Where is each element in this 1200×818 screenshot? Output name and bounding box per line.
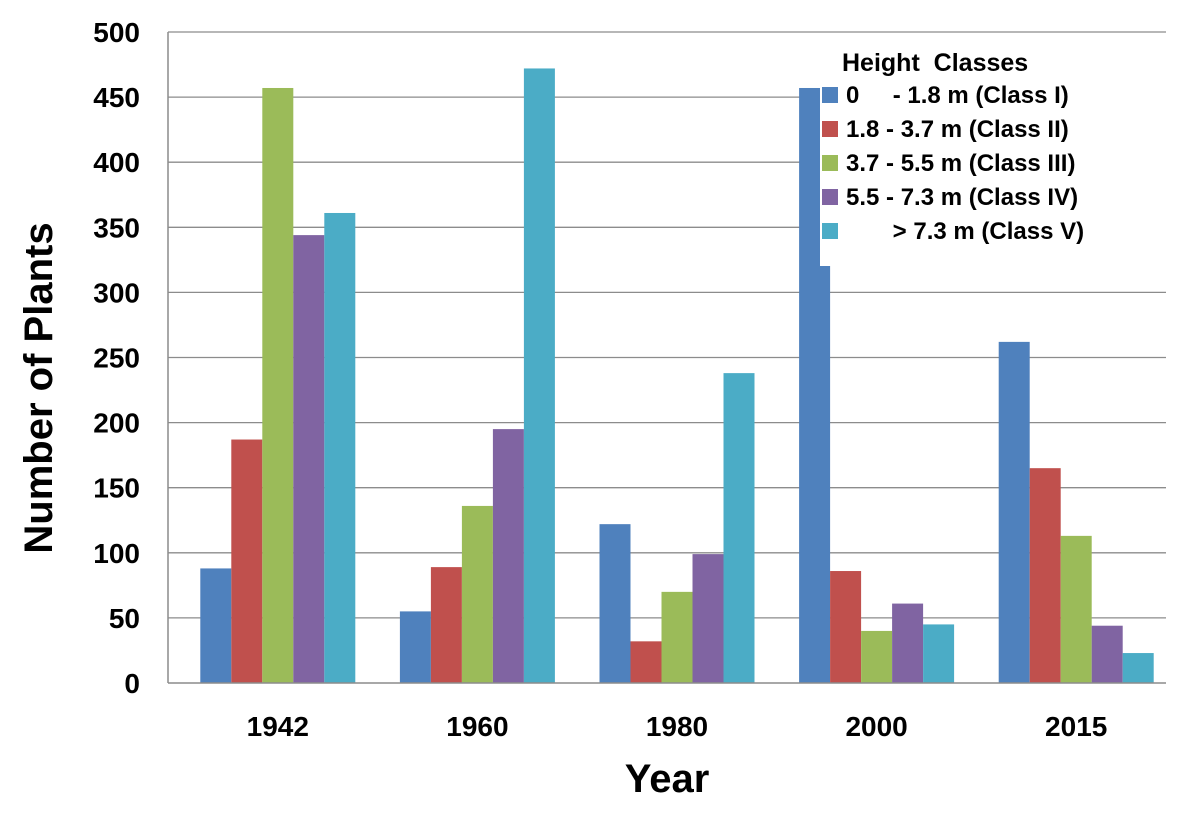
bar — [231, 439, 263, 683]
legend-swatch — [822, 155, 838, 171]
legend-items: 0 - 1.8 m (Class I) 1.8 - 3.7 m (Class II… — [822, 82, 1084, 245]
legend-swatch — [822, 189, 838, 205]
bar — [692, 554, 724, 683]
x-tick-label: 1980 — [646, 711, 708, 742]
bar — [723, 373, 755, 683]
x-tick-label: 2015 — [1045, 711, 1107, 742]
y-tick-label: 500 — [93, 17, 140, 48]
y-tick-label: 250 — [93, 343, 140, 374]
legend-label: 5.5 - 7.3 m (Class IV) — [846, 184, 1078, 211]
bar — [892, 603, 924, 683]
bar — [998, 341, 1030, 683]
bar — [324, 212, 356, 683]
legend: Height Classes 0 - 1.8 m (Class I) 1.8 - … — [820, 44, 1170, 266]
bars — [200, 68, 1154, 684]
bar — [262, 87, 294, 683]
x-tick-label: 1960 — [446, 711, 508, 742]
bar — [861, 630, 893, 683]
x-axis-title: Year — [625, 757, 710, 801]
bar — [1060, 535, 1092, 683]
legend-label: > 7.3 m (Class V) — [846, 218, 1084, 245]
legend-label: 3.7 - 5.5 m (Class III) — [846, 150, 1075, 177]
y-tick-label: 200 — [93, 408, 140, 439]
bar — [492, 429, 524, 683]
y-tick-label: 300 — [93, 277, 140, 308]
bar — [661, 591, 693, 683]
bar — [523, 68, 555, 684]
y-tick-label: 450 — [93, 82, 140, 113]
bar — [630, 641, 662, 683]
bar — [293, 235, 325, 683]
bar — [430, 567, 462, 683]
y-tick-label: 100 — [93, 538, 140, 569]
bar — [830, 571, 862, 683]
legend-title: Height Classes — [842, 49, 1028, 77]
y-tick-label: 400 — [93, 147, 140, 178]
bar — [599, 524, 631, 683]
bar — [461, 505, 493, 683]
bar — [1029, 468, 1061, 683]
y-tick-label: 350 — [93, 212, 140, 243]
x-tick-labels: 1942 1960 1980 2000 2015 — [247, 711, 1108, 742]
y-tick-label: 50 — [109, 603, 140, 634]
y-axis-title: Number of Plants — [17, 222, 61, 553]
axes — [167, 32, 1166, 684]
bar — [923, 624, 955, 683]
legend-swatch — [822, 121, 838, 137]
legend-background — [820, 44, 1170, 266]
bar — [1091, 625, 1123, 683]
legend-swatch — [822, 223, 838, 239]
y-tick-label: 150 — [93, 473, 140, 504]
x-tick-label: 1942 — [247, 711, 309, 742]
legend-swatch — [822, 87, 838, 103]
x-tick-label: 2000 — [845, 711, 907, 742]
bar — [200, 568, 232, 683]
legend-label: 1.8 - 3.7 m (Class II) — [846, 116, 1069, 143]
bar — [399, 611, 431, 683]
legend-label: 0 - 1.8 m (Class I) — [846, 82, 1069, 109]
y-tick-label: 0 — [124, 668, 140, 699]
y-tick-labels: 0 50 100 150 200 250 300 350 400 450 500 — [93, 17, 140, 699]
bar — [1122, 653, 1154, 683]
